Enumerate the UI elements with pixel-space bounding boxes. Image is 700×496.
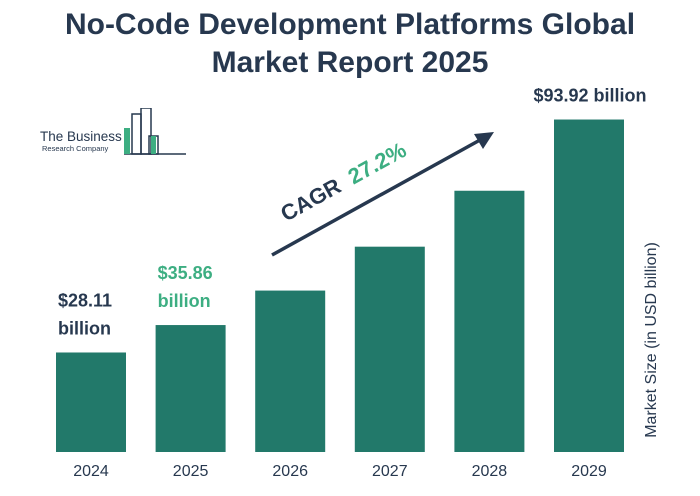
x-tick-label: 2025 (173, 463, 209, 480)
chart-title: No-Code Development Platforms Global Mar… (0, 6, 700, 82)
bar-2029 (554, 119, 624, 453)
x-tick-label: 2028 (472, 463, 508, 480)
logo-subtitle: Research Company (42, 144, 109, 153)
bar-2024 (56, 352, 126, 452)
title-line-1: No-Code Development Platforms Global (64, 8, 636, 41)
x-tick-label: 2027 (372, 463, 408, 480)
logo-name: The Business (40, 129, 122, 144)
bar-2026 (255, 290, 326, 452)
company-logo: The Business Research Company (38, 108, 188, 158)
cagr-value: 27.2% (344, 137, 411, 189)
bar-2028 (454, 190, 525, 453)
bar-2027 (354, 246, 425, 452)
value-label-2025: $35.86 billion (158, 263, 213, 311)
value-label-2024: $28.11 billion (58, 290, 112, 338)
logo-bars-icon (124, 108, 186, 155)
x-tick-label: 2026 (272, 463, 308, 480)
arrow-head-icon (474, 132, 494, 149)
x-tick-label: 2024 (73, 463, 109, 480)
x-tick-label: 2029 (571, 463, 607, 480)
y-axis-label: Market Size (in USD billion) (643, 242, 660, 438)
title-line-2: Market Report 2025 (211, 46, 489, 79)
cagr-text: CAGR 27.2% (276, 137, 410, 226)
bar-2025 (155, 325, 226, 452)
value-label-2029: $93.92 billion (533, 86, 646, 106)
